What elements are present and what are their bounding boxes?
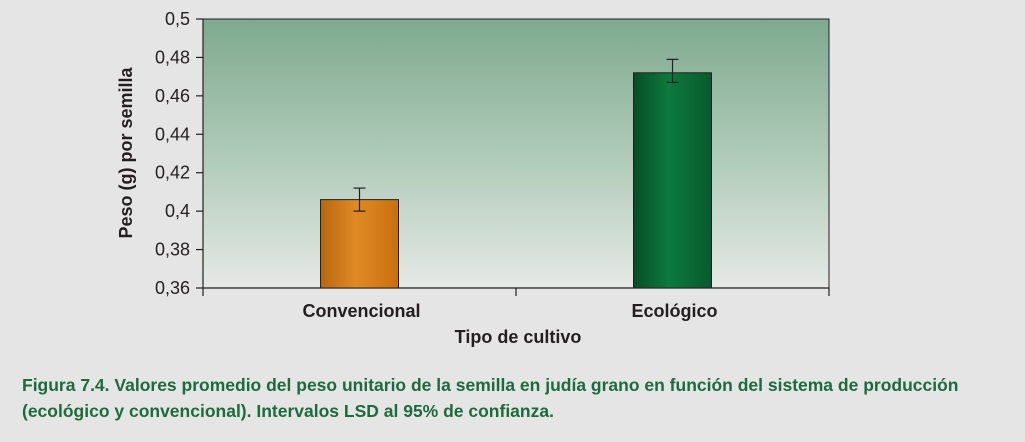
bar-chart: 0,36 0,38 0,4 0,42 0,44 0,46 0,48 0,5 Convencio… xyxy=(116,9,830,347)
x-axis: Convencional Ecológico xyxy=(202,287,830,321)
y-tick-label: 0,44 xyxy=(155,124,190,144)
plot-area xyxy=(202,18,830,289)
y-tick-label: 0,36 xyxy=(155,278,190,298)
x-category-label: Convencional xyxy=(302,301,420,321)
figure-caption: Figura 7.4. Valores promedio del peso un… xyxy=(22,375,959,421)
y-axis-title: Peso (g) por semilla xyxy=(116,66,136,238)
y-tick-label: 0,42 xyxy=(155,163,190,183)
y-tick-label: 0,4 xyxy=(165,201,190,221)
x-category-label: Ecológico xyxy=(631,301,717,321)
y-tick-label: 0,48 xyxy=(155,47,190,67)
bar-convencional xyxy=(320,199,399,289)
y-axis: 0,36 0,38 0,4 0,42 0,44 0,46 0,48 0,5 xyxy=(155,9,204,298)
error-bars xyxy=(353,58,679,212)
y-tick-label: 0,5 xyxy=(165,9,190,29)
y-tick-label: 0,46 xyxy=(155,86,190,106)
x-axis-title: Tipo de cultivo xyxy=(455,327,582,347)
bar-ecologico xyxy=(633,72,712,289)
y-tick-label: 0,38 xyxy=(155,240,190,260)
bars xyxy=(320,72,712,289)
